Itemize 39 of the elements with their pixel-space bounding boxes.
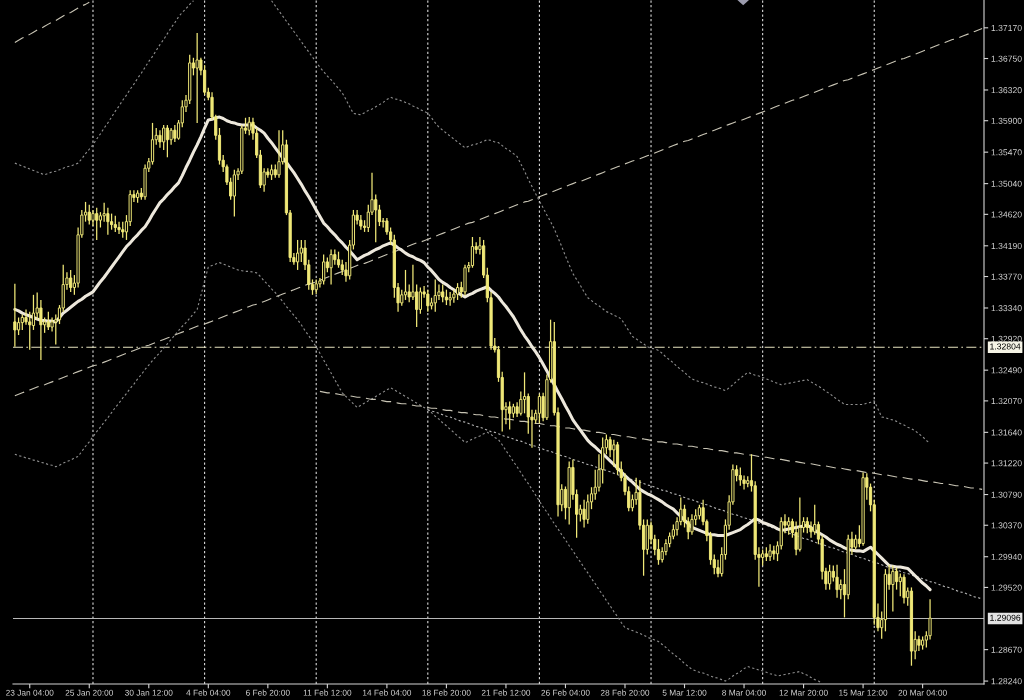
y-tick-label: 1.35900 (991, 117, 1022, 124)
ref-line-label: 1.29096 (990, 614, 1021, 621)
y-tick-label: 1.35470 (991, 149, 1022, 156)
x-tick-label: 5 Mar 12:00 (662, 689, 707, 696)
x-tick-label: 12 Mar 20:00 (779, 689, 828, 696)
x-tick-label: 26 Feb 04:00 (541, 689, 590, 696)
x-tick-label: 15 Mar 12:00 (839, 689, 888, 696)
y-tick-label: 1.33770 (991, 273, 1022, 280)
x-tick-label: 23 Jan 04:00 (6, 689, 54, 696)
x-tick-label: 11 Feb 12:00 (303, 689, 352, 696)
y-tick-label: 1.31640 (991, 429, 1022, 436)
y-tick-label: 1.36320 (991, 87, 1022, 94)
y-tick-label: 1.32490 (991, 367, 1022, 374)
x-tick-label: 6 Feb 20:00 (246, 689, 290, 696)
y-tick-label: 1.35040 (991, 180, 1022, 187)
y-tick-label: 1.33340 (991, 305, 1022, 312)
y-tick-label: 1.37170 (991, 24, 1022, 31)
x-tick-label: 20 Mar 04:00 (898, 689, 947, 696)
y-tick-label: 1.29520 (991, 584, 1022, 591)
y-tick-label: 1.28670 (991, 646, 1022, 653)
ref-line-label: 1.32804 (990, 343, 1021, 350)
x-tick-label: 28 Feb 20:00 (600, 689, 650, 696)
x-tick-label: 8 Mar 04:00 (722, 689, 766, 696)
x-tick-label: 4 Feb 04:00 (186, 689, 231, 696)
y-tick-label: 1.30790 (991, 491, 1022, 498)
y-tick-label: 1.30370 (991, 522, 1022, 529)
x-tick-label: 25 Jan 20:00 (65, 689, 114, 696)
y-tick-label: 1.32070 (991, 398, 1022, 405)
y-tick-label: 1.31220 (991, 460, 1022, 467)
x-tick-label: 18 Feb 20:00 (422, 689, 471, 696)
y-tick-label: 1.29940 (991, 553, 1022, 560)
y-tick-label: 1.34190 (991, 242, 1022, 250)
x-tick-label: 14 Feb 04:00 (362, 689, 412, 696)
y-tick-label: 1.36750 (991, 55, 1022, 62)
y-tick-label: 1.32920 (991, 335, 1022, 342)
y-tick-label: 1.34620 (991, 211, 1022, 218)
x-tick-label: 30 Jan 12:00 (125, 689, 173, 696)
x-tick-label: 21 Feb 12:00 (481, 689, 531, 696)
y-tick-label: 1.28240 (991, 678, 1022, 685)
